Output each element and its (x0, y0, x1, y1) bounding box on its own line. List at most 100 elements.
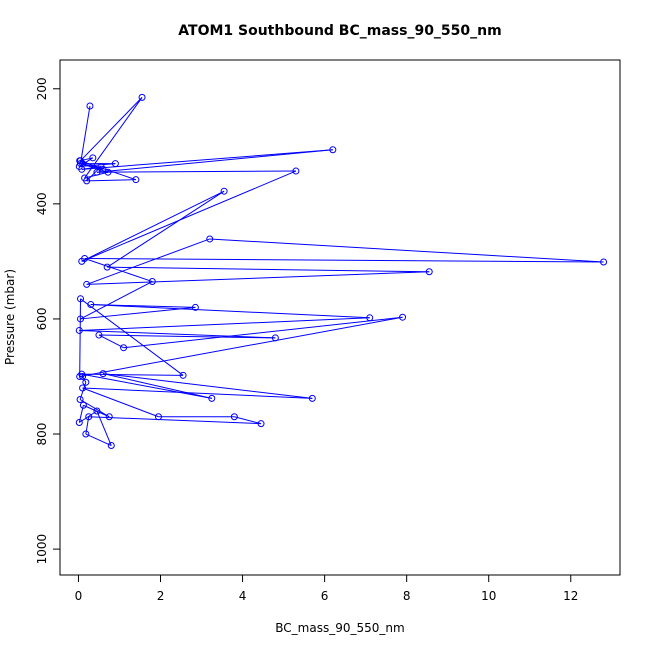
data-point (425, 268, 433, 276)
series-segment (123, 316, 403, 349)
y-tick-label: 1000 (35, 534, 49, 565)
data-point (230, 413, 238, 421)
data-point (83, 280, 91, 288)
series-segment (79, 410, 98, 423)
series-segment (80, 97, 143, 162)
data-point (103, 263, 111, 271)
series-segment (80, 281, 153, 320)
series-segment (103, 373, 313, 399)
data-point (79, 401, 87, 409)
data-point (95, 331, 103, 339)
series-segment (80, 306, 196, 320)
series-segment (80, 105, 91, 164)
series-segment (82, 387, 159, 418)
series-segment (102, 373, 212, 399)
series-segment (209, 238, 604, 263)
series-segment (86, 179, 136, 182)
y-tick-label: 800 (35, 423, 49, 446)
series-segment (81, 170, 297, 262)
data-point (76, 372, 84, 380)
data-point (87, 301, 95, 309)
data-point (208, 394, 216, 402)
series-segment (90, 304, 370, 319)
data-point (76, 157, 84, 165)
series-segment (106, 190, 225, 268)
data-point (97, 162, 105, 170)
data-point (81, 255, 89, 263)
x-tick-label: 10 (481, 589, 496, 603)
data-point (79, 384, 87, 392)
series-segment (86, 271, 430, 285)
data-point (220, 187, 228, 195)
data-point (82, 430, 90, 438)
data-point (138, 93, 146, 101)
x-tick-label: 2 (157, 589, 165, 603)
y-tick-label: 600 (35, 307, 49, 330)
data-point (82, 378, 90, 386)
data-series (75, 93, 608, 450)
data-point (206, 235, 214, 243)
x-tick-label: 6 (321, 589, 329, 603)
data-point (99, 370, 107, 378)
series-segment (84, 97, 143, 179)
data-point (120, 344, 128, 352)
data-point (83, 177, 91, 185)
data-point (271, 334, 279, 342)
data-point (93, 168, 101, 176)
series-segment (96, 410, 112, 446)
data-point (366, 314, 374, 322)
series-segment (88, 416, 262, 425)
data-point (107, 442, 115, 450)
data-point (75, 326, 83, 334)
data-point (78, 165, 86, 173)
series-segment (82, 387, 313, 399)
data-point (148, 278, 156, 286)
x-axis-label: BC_mass_90_550_nm (275, 621, 404, 635)
data-point (329, 146, 337, 154)
data-point (111, 160, 119, 168)
series-segment (79, 317, 370, 331)
series-segment (96, 170, 296, 173)
data-point (600, 258, 608, 266)
y-axis-label: Pressure (mbar) (3, 269, 17, 365)
data-point (93, 407, 101, 415)
data-point (154, 413, 162, 421)
series-segment (85, 433, 112, 446)
series-segment (83, 404, 110, 418)
series-segment (81, 373, 212, 399)
series-segment (79, 316, 403, 377)
data-point (191, 303, 199, 311)
plot-frame (59, 59, 621, 576)
series-segment (81, 190, 225, 262)
series-segment (79, 298, 82, 377)
x-tick-label: 12 (563, 589, 578, 603)
data-point (105, 413, 113, 421)
x-tick-label: 8 (403, 589, 411, 603)
series-segment (84, 258, 604, 263)
data-point (308, 394, 316, 402)
x-tick-label: 0 (75, 589, 83, 603)
data-point (132, 176, 140, 184)
series-segment (84, 258, 153, 283)
series-segment (86, 238, 210, 285)
series-segment (81, 149, 333, 170)
data-point (89, 154, 97, 162)
series-segment (107, 266, 430, 273)
data-point (79, 372, 87, 380)
data-point (257, 420, 265, 428)
data-point (85, 413, 93, 421)
series-segment (81, 373, 184, 376)
data-point (77, 315, 85, 323)
data-point (86, 102, 94, 110)
chart-title: ATOM1 Southbound BC_mass_90_550_nm (178, 23, 501, 39)
data-point (77, 295, 85, 303)
series-segment (234, 416, 262, 425)
y-axis: 200 400 600 800 1000 (35, 77, 60, 564)
data-point (399, 313, 407, 321)
series-segment (79, 329, 276, 339)
y-tick-label: 400 (35, 192, 49, 215)
y-tick-label: 200 (35, 77, 49, 100)
series-segment (98, 334, 124, 349)
x-axis: 0 2 4 6 8 10 12 (75, 575, 578, 603)
